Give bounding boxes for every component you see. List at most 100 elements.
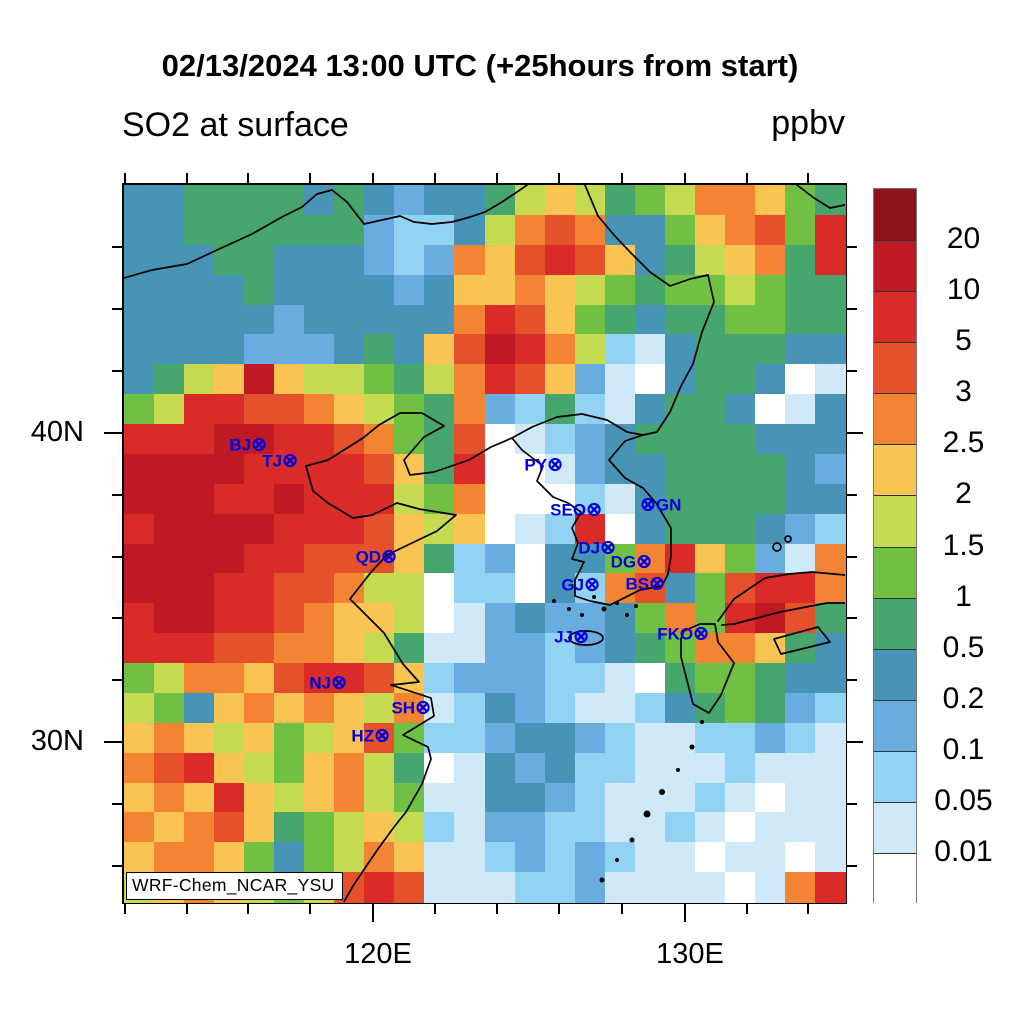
heatmap-cell: [124, 603, 155, 634]
circled-x-station-icon: ⊗: [640, 494, 656, 516]
circled-x-station-icon: ⊗: [600, 537, 616, 559]
heatmap-cell: [274, 334, 305, 365]
heatmap-cell: [394, 424, 426, 455]
heatmap-cell: [154, 334, 185, 365]
heatmap-cell: [694, 573, 726, 604]
heatmap-cell: [214, 573, 245, 604]
heatmap-cell: [484, 633, 516, 664]
y-tick-right: [847, 370, 857, 372]
heatmap-cell: [484, 692, 516, 724]
heatmap-cell: [424, 483, 456, 515]
heatmap-cell: [544, 424, 576, 455]
heatmap-cell: [724, 782, 756, 813]
heatmap-cell: [184, 722, 215, 754]
heatmap-cell: [154, 185, 185, 216]
heatmap-cell: [214, 304, 245, 335]
heatmap-cell: [694, 663, 726, 694]
heatmap-cell: [694, 214, 726, 246]
heatmap-cell: [304, 633, 335, 664]
heatmap-cell: [814, 513, 846, 545]
heatmap-cell: [634, 603, 666, 634]
colorbar-level-label: 10: [946, 273, 981, 307]
x-tick-top: [807, 173, 809, 183]
heatmap-cell: [514, 812, 546, 843]
heatmap-cell: [454, 513, 486, 545]
y-tick-left: [112, 370, 122, 372]
heatmap-cell: [394, 185, 426, 216]
heatmap-cell: [214, 424, 245, 455]
heatmap-cell: [754, 513, 786, 545]
heatmap-cell: [814, 812, 846, 843]
heatmap-cell: [454, 812, 486, 843]
x-tick-top: [372, 173, 374, 183]
heatmap-cell: [274, 812, 305, 843]
heatmap-cell: [694, 543, 726, 574]
model-watermark: WRF-Chem_NCAR_YSU: [126, 872, 343, 900]
heatmap-cell: [694, 752, 726, 784]
city-marker-qd: QD ⊗: [356, 548, 397, 567]
heatmap-cell: [244, 394, 275, 425]
heatmap-cell: [484, 364, 516, 395]
heatmap-cell: [784, 513, 816, 545]
heatmap-cell: [514, 364, 546, 395]
heatmap-cell: [694, 722, 726, 754]
heatmap-cell: [664, 692, 696, 724]
heatmap-cell: [214, 633, 245, 664]
heatmap-cell: [244, 633, 275, 664]
heatmap-cell: [784, 543, 816, 574]
heatmap-cell: [634, 185, 666, 216]
city-label: JJ: [554, 627, 574, 647]
heatmap-cell: [274, 244, 305, 276]
heatmap-cell: [814, 185, 846, 216]
oki-island: [772, 542, 782, 552]
heatmap-cell: [274, 722, 305, 754]
heatmap-cell: [724, 752, 756, 784]
heatmap-cell: [184, 812, 215, 843]
heatmap-cell: [244, 185, 275, 216]
heatmap-cell: [724, 274, 756, 306]
heatmap-cell: [544, 752, 576, 784]
heatmap-cell: [454, 722, 486, 754]
plot-title: 02/13/2024 13:00 UTC (+25hours from star…: [161, 48, 799, 83]
heatmap-cell: [184, 842, 215, 873]
colorbar-cell: [874, 240, 916, 292]
heatmap-cell: [664, 633, 696, 664]
heatmap-cell: [724, 214, 756, 246]
heatmap-cell: [754, 812, 786, 843]
y-tick-right: [847, 308, 857, 310]
y-tick-right: [847, 617, 857, 619]
heatmap-cell: [544, 185, 576, 216]
heatmap-cell: [814, 274, 846, 306]
heatmap-cell: [724, 872, 756, 903]
heatmap-cell: [604, 483, 636, 515]
coast-shikoku: [773, 626, 831, 655]
heatmap-cell: [184, 453, 215, 485]
coast-kyushu: [680, 623, 735, 714]
heatmap-cell: [784, 394, 816, 425]
heatmap-cell: [334, 334, 365, 365]
circled-x-station-icon: ⊗: [636, 551, 652, 573]
heatmap-cell: [634, 872, 666, 903]
heatmap-cell: [514, 633, 546, 664]
heatmap-cell: [574, 842, 606, 873]
heatmap-cell: [214, 692, 245, 724]
heatmap-cell: [754, 722, 786, 754]
heatmap-cell: [604, 304, 636, 335]
heatmap-cell: [124, 752, 155, 784]
heatmap-cell: [124, 185, 155, 216]
heatmap-cell: [334, 304, 365, 335]
heatmap-cell: [454, 543, 486, 574]
heatmap-cell: [814, 214, 846, 246]
heatmap-cell: [484, 543, 516, 574]
heatmap-cell: [394, 274, 426, 306]
heatmap-cell: [634, 692, 666, 724]
y-tick-right: [847, 803, 857, 805]
heatmap-cell: [604, 513, 636, 545]
heatmap-cell: [394, 872, 426, 903]
x-tick-bottom: [434, 904, 436, 914]
heatmap-cell: [274, 364, 305, 395]
heatmap-cell: [514, 453, 546, 485]
heatmap-cell: [124, 394, 155, 425]
heatmap-cell: [424, 663, 456, 694]
